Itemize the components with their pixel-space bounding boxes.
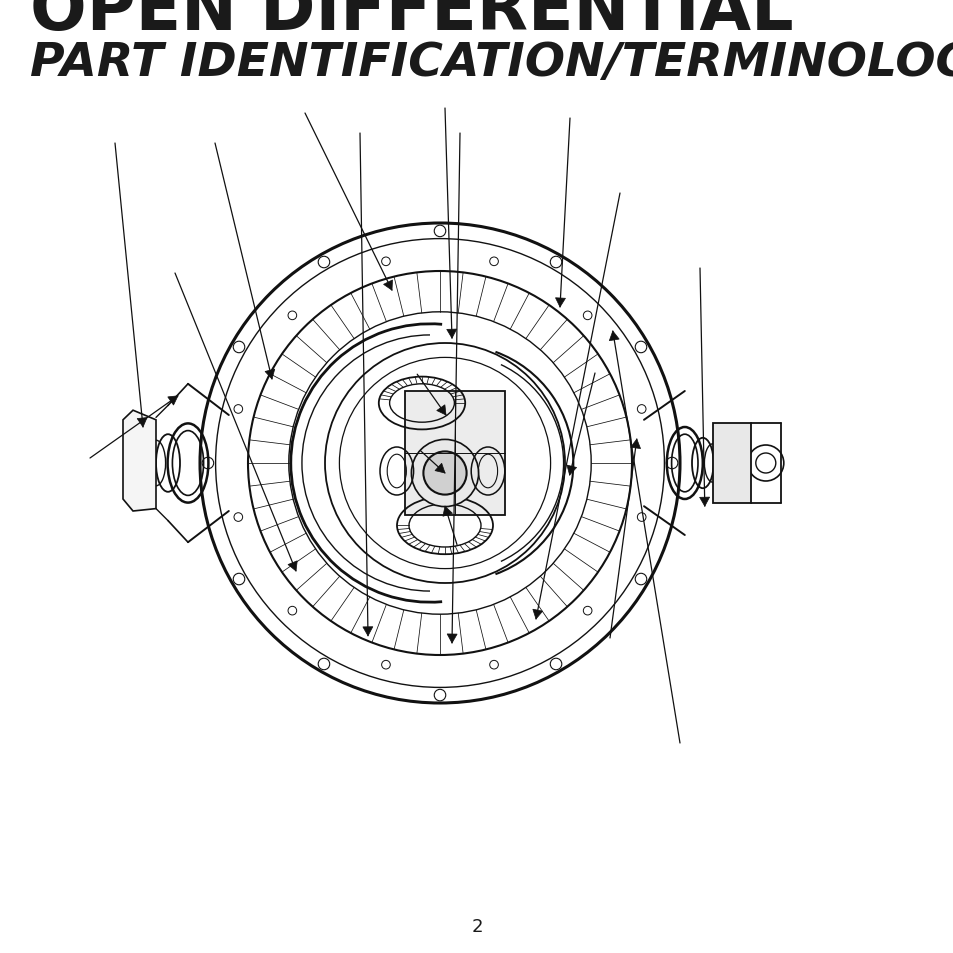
Circle shape	[411, 440, 478, 507]
Polygon shape	[436, 405, 446, 416]
Polygon shape	[362, 627, 373, 637]
Text: OPEN DIFFERENTIAL: OPEN DIFFERENTIAL	[30, 0, 793, 44]
Text: 2: 2	[471, 917, 482, 935]
Polygon shape	[265, 370, 274, 379]
Circle shape	[423, 452, 466, 495]
Bar	[404, 391, 505, 516]
Polygon shape	[168, 396, 178, 406]
Polygon shape	[533, 610, 542, 619]
Polygon shape	[555, 298, 565, 308]
Polygon shape	[435, 464, 444, 474]
Polygon shape	[446, 330, 456, 339]
Polygon shape	[383, 280, 392, 291]
Text: PART IDENTIFICATION/TERMINOLOGY: PART IDENTIFICATION/TERMINOLOGY	[30, 41, 953, 86]
Polygon shape	[137, 418, 147, 428]
Polygon shape	[566, 466, 576, 476]
Polygon shape	[630, 439, 639, 449]
Polygon shape	[442, 507, 452, 517]
Polygon shape	[609, 332, 618, 341]
Polygon shape	[123, 411, 156, 512]
Polygon shape	[447, 635, 456, 643]
Bar	[712, 423, 750, 503]
Polygon shape	[288, 561, 297, 572]
Polygon shape	[699, 497, 709, 507]
